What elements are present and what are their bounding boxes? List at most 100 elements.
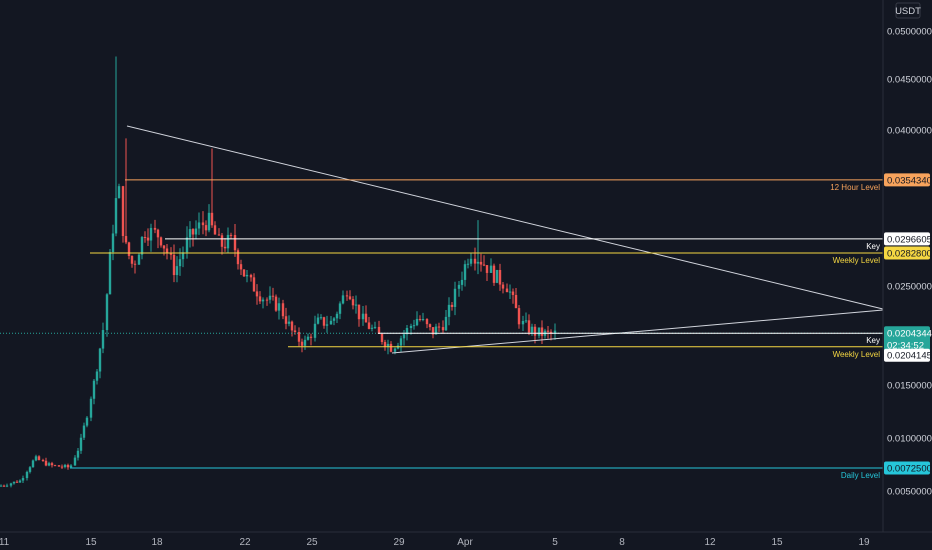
candle [82, 422, 86, 441]
candle [165, 244, 169, 260]
price-badges: 0.035434090.029660540.028280000.01910820… [884, 173, 932, 475]
candle [162, 245, 166, 256]
candle [265, 297, 269, 306]
candle [34, 454, 38, 462]
candle [373, 321, 377, 330]
candle [191, 228, 195, 247]
candle [306, 333, 310, 341]
candle [89, 396, 93, 422]
candle [197, 212, 201, 235]
candle [300, 338, 304, 353]
level-price-badge: 0.02041456 [884, 348, 932, 362]
candle [44, 457, 48, 467]
candle [431, 327, 435, 339]
candle [303, 335, 307, 350]
candle [284, 307, 288, 330]
candle [121, 185, 125, 243]
candle [309, 333, 313, 346]
candle [268, 286, 272, 304]
badge-text: 0.03543409 [887, 175, 932, 186]
candle [242, 269, 246, 277]
candle [188, 221, 192, 248]
candle [137, 252, 141, 265]
candle [498, 263, 502, 291]
candle [421, 312, 425, 322]
candle [130, 255, 134, 268]
candle [444, 310, 448, 331]
candle [149, 223, 153, 252]
candle [530, 323, 534, 336]
candle [505, 283, 509, 293]
candle [66, 463, 70, 470]
candle [418, 315, 422, 322]
candle [63, 463, 67, 469]
level-label: Key [866, 336, 880, 345]
candle [25, 470, 29, 481]
ascending-trendline [391, 309, 884, 354]
candle [194, 220, 198, 240]
currency-label[interactable]: USDT [895, 2, 921, 19]
candle [223, 238, 227, 252]
level-label: Daily Level [841, 471, 880, 480]
candle [172, 244, 176, 283]
time-tick-label: 8 [619, 537, 625, 548]
level-label: Weekly Level [833, 256, 881, 265]
candle [98, 347, 102, 379]
candle [181, 246, 185, 268]
candle [338, 301, 342, 320]
countdown-text: 02:34:52 [887, 341, 924, 352]
candle [469, 252, 473, 267]
candle [236, 248, 240, 270]
candle [111, 224, 115, 261]
candle [50, 461, 54, 468]
currency-text: USDT [895, 6, 921, 17]
descending-trendline [126, 125, 884, 310]
candle [245, 270, 249, 283]
candle [69, 464, 73, 469]
time-axis[interactable]: 11 15 18 22 25 29 Apr 5 8 12 15 19 [0, 537, 870, 548]
candle [153, 219, 157, 234]
candle [489, 258, 493, 274]
time-tick-label: 15 [771, 537, 783, 548]
candle [383, 339, 387, 351]
candle [117, 183, 121, 199]
last-price-text: 0.02043448 [887, 329, 932, 340]
time-tick-label: 15 [85, 537, 97, 548]
candle [85, 416, 89, 428]
candle [249, 273, 253, 282]
candle [28, 465, 32, 474]
candle [201, 211, 205, 235]
candle [319, 314, 323, 320]
candle [479, 253, 483, 272]
candle [133, 260, 137, 274]
candle [501, 281, 505, 294]
candle [441, 320, 445, 334]
candle [210, 148, 214, 228]
levels-layer: 12 Hour Level Key Weekly Level Key Weekly Le… [70, 179, 883, 480]
candle [239, 259, 243, 276]
candle [290, 320, 294, 337]
time-tick-label: 18 [151, 537, 163, 548]
candle [524, 312, 528, 324]
candle [508, 284, 512, 299]
candle [53, 464, 57, 467]
level-label: Weekly Level [833, 350, 881, 359]
candle [517, 305, 521, 329]
candle [357, 304, 361, 327]
level-label: Key [866, 242, 880, 251]
level-price-badge: 0.02966054 [884, 232, 932, 246]
time-tick-label: 12 [704, 537, 716, 548]
candle [412, 319, 416, 330]
candle [453, 281, 457, 316]
candle [95, 369, 99, 385]
badge-text: 0.02966054 [887, 234, 932, 245]
candle [380, 332, 384, 345]
candle [12, 481, 16, 485]
candle [79, 433, 83, 454]
